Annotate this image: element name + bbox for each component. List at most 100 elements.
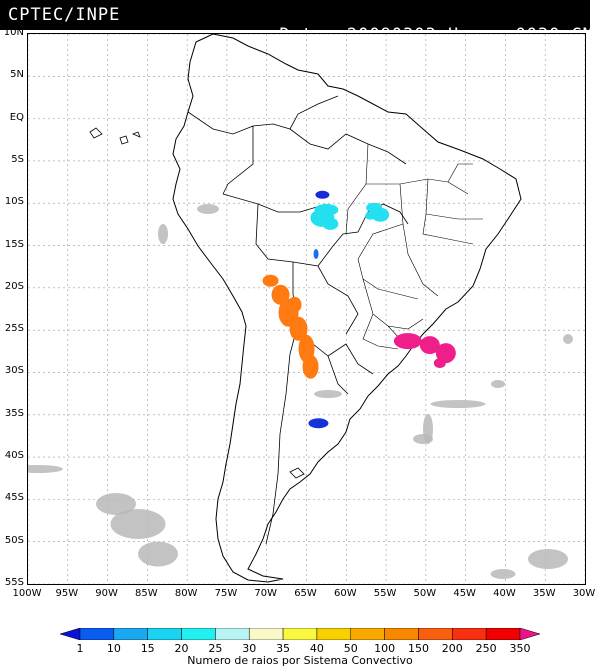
longitude-label: 85W	[135, 588, 158, 599]
legend-swatch	[519, 628, 540, 640]
south-america-coastline	[172, 34, 522, 583]
legend-tick-label: 150	[407, 642, 429, 655]
legend-swatch	[384, 628, 419, 640]
longitude-label: 30W	[572, 588, 596, 599]
legend-caption: Numero de raios por Sistema Convectivo	[187, 654, 413, 667]
legend-tick-label: 25	[208, 642, 223, 655]
convective-system-cyan-east	[365, 202, 390, 222]
longitude-label: 35W	[532, 588, 556, 599]
system-blob	[262, 274, 279, 287]
title-bar: CPTEC/INPE Data: 20090303 Hora: 0030 GMT	[0, 0, 600, 45]
legend-swatch	[350, 628, 385, 640]
cloud-patch	[110, 509, 166, 539]
legend-swatch	[248, 628, 284, 640]
legend-tick-label: 250	[475, 642, 497, 655]
system-blob	[435, 343, 456, 364]
cloud-patch	[528, 549, 568, 569]
caribbean-islands	[89, 127, 141, 145]
legend-tick-label: 30	[242, 642, 257, 655]
system-blob	[371, 207, 390, 222]
cloud-patch	[28, 465, 63, 473]
longitude-label: 100W	[12, 588, 42, 599]
legend-swatch	[282, 628, 318, 640]
legend-swatch	[60, 628, 81, 640]
convective-system-deep-blue-amazon	[315, 190, 330, 199]
legend-tick-label: 350	[509, 642, 531, 655]
longitude-label: 90W	[95, 588, 118, 599]
cloud-patch	[430, 400, 486, 408]
longitude-label: 55W	[373, 588, 397, 599]
latitude-label: 30S	[4, 365, 24, 377]
system-blob	[365, 211, 376, 220]
country-borders	[187, 95, 409, 545]
source-label: CPTEC/INPE	[8, 5, 121, 25]
legend-tick-label: 35	[276, 642, 291, 655]
legend-swatch	[181, 628, 216, 640]
longitude-label: 75W	[214, 588, 238, 599]
convective-system-orange-andes	[262, 274, 319, 379]
latitude-label: 40S	[4, 450, 24, 462]
convective-system-magenta-south-brazil	[393, 333, 456, 369]
longitude-label: 70W	[254, 588, 278, 599]
legend-tick-label: 100	[374, 642, 396, 655]
longitude-label: 95W	[55, 588, 79, 599]
latitude-label: 25S	[4, 323, 24, 335]
legend-tick-label: 20	[174, 642, 189, 655]
system-blob	[308, 418, 329, 429]
longitude-label: 40W	[493, 588, 516, 599]
color-legend-bar	[60, 628, 540, 640]
convective-systems	[262, 190, 456, 429]
legend-swatch	[418, 628, 453, 640]
cloud-patch	[314, 390, 342, 398]
legend-swatch	[316, 628, 352, 640]
legend-swatch	[215, 628, 250, 640]
longitude-label: 45W	[453, 588, 476, 599]
cloud-patch	[413, 434, 433, 444]
legend-swatch	[113, 628, 148, 640]
latitude-label: 45S	[4, 492, 24, 504]
system-blob	[433, 358, 446, 369]
cloud-patch	[490, 569, 516, 579]
latitude-label: 50S	[4, 534, 24, 546]
system-blob	[393, 333, 422, 350]
longitude-label: 60W	[333, 588, 357, 599]
system-blob	[313, 249, 319, 259]
latitude-label: 5N	[10, 69, 24, 81]
cloud-patch	[563, 334, 573, 344]
latitude-label: 35S	[4, 407, 24, 419]
longitude-label: 65W	[294, 588, 317, 599]
legend-swatch	[79, 628, 115, 640]
latitude-label: 55S	[4, 577, 24, 588]
legend-tick-label: 40	[309, 642, 324, 655]
legend-tick-label: 200	[441, 642, 463, 655]
latitude-label: 10N	[3, 27, 24, 38]
latitude-label: 5S	[11, 153, 24, 165]
system-blob	[322, 217, 339, 230]
cloud-cover	[28, 204, 573, 579]
convective-system-cyan-mato-grosso	[310, 203, 339, 230]
latitude-label: EQ	[9, 111, 24, 123]
longitude-label: 50W	[413, 588, 437, 599]
cloud-patch	[158, 224, 168, 244]
convective-system-blue-argentina	[308, 418, 329, 429]
map-panel	[27, 33, 586, 585]
latitude-label: 10S	[4, 196, 24, 208]
cloud-patch	[138, 541, 178, 567]
system-blob	[302, 354, 319, 379]
cloud-patch	[491, 380, 505, 388]
legend-swatch	[147, 628, 182, 640]
convective-system-blue-small-bolivia	[313, 249, 319, 259]
brazil-state-borders	[345, 143, 483, 350]
cloud-patch	[197, 204, 219, 214]
map-canvas	[28, 34, 585, 584]
legend-tick-label: 50	[343, 642, 358, 655]
latitude-label: 15S	[4, 238, 24, 250]
legend-tick-label: 15	[140, 642, 155, 655]
system-blob	[289, 316, 308, 341]
legend-swatch	[485, 628, 521, 640]
graticule-grid	[28, 34, 585, 584]
cloud-patch	[96, 493, 136, 515]
system-blob	[287, 296, 302, 313]
system-blob	[315, 190, 330, 199]
